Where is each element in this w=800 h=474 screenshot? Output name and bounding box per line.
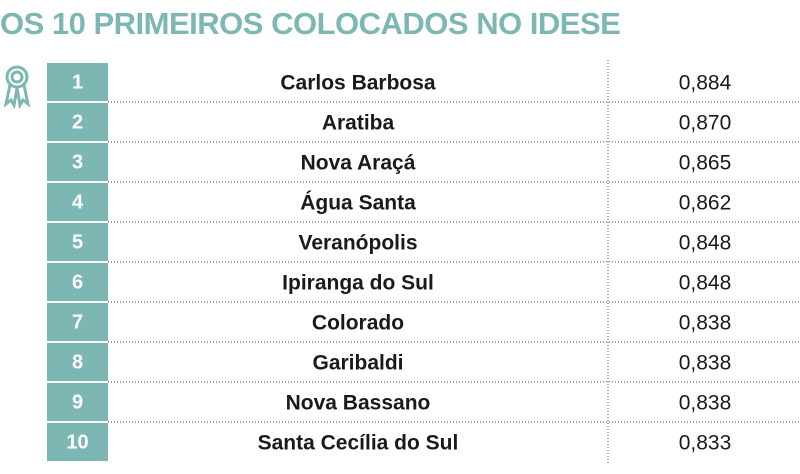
idese-value: 0,838 <box>679 392 732 415</box>
municipality: Santa Cecília do Sul <box>258 432 459 455</box>
idese-value: 0,884 <box>679 72 732 95</box>
rank: 2 <box>72 111 83 133</box>
rank-cell <box>47 423 108 461</box>
rank-cell <box>47 63 108 101</box>
idese-value: 0,838 <box>679 352 732 375</box>
rank: 4 <box>72 191 84 213</box>
rank-cell <box>47 383 108 421</box>
rank-cell <box>47 223 108 261</box>
municipality: Ipiranga do Sul <box>282 272 434 295</box>
idese-value: 0,833 <box>679 432 732 455</box>
rank-cell <box>47 303 108 341</box>
municipality: Carlos Barbosa <box>280 72 436 95</box>
rank: 9 <box>72 391 83 413</box>
rank-cell <box>47 343 108 381</box>
rank: 10 <box>66 431 88 453</box>
municipality: Nova Araçá <box>301 152 416 175</box>
rank: 3 <box>72 151 83 173</box>
idese-value: 0,848 <box>679 232 732 255</box>
municipality: Garibaldi <box>312 352 403 375</box>
rank-cell <box>47 263 108 301</box>
rank-cell <box>47 183 108 221</box>
idese-value: 0,838 <box>679 312 732 335</box>
title: OS 10 PRIMEIROS COLOCADOS NO IDESE <box>0 6 620 41</box>
municipality: Colorado <box>312 312 404 335</box>
rank-cell <box>47 143 108 181</box>
ribbon-icon <box>3 65 31 110</box>
idese-value: 0,862 <box>679 192 732 215</box>
rank-cell <box>47 103 108 141</box>
rank: 6 <box>72 271 83 293</box>
municipality: Nova Bassano <box>286 392 431 415</box>
idese-value: 0,870 <box>679 112 732 135</box>
idese-value: 0,848 <box>679 272 732 295</box>
idese-value: 0,865 <box>679 152 732 175</box>
rank: 8 <box>72 351 83 373</box>
table: 1 Carlos Barbosa 0,884 2 Aratiba 0,870 3 Nova A… <box>47 63 800 461</box>
rank: 5 <box>72 231 83 253</box>
rank: 7 <box>72 311 83 333</box>
rank: 1 <box>72 71 83 93</box>
municipality: Veranópolis <box>298 232 417 255</box>
municipality: Água Santa <box>300 192 416 215</box>
municipality: Aratiba <box>322 112 395 135</box>
